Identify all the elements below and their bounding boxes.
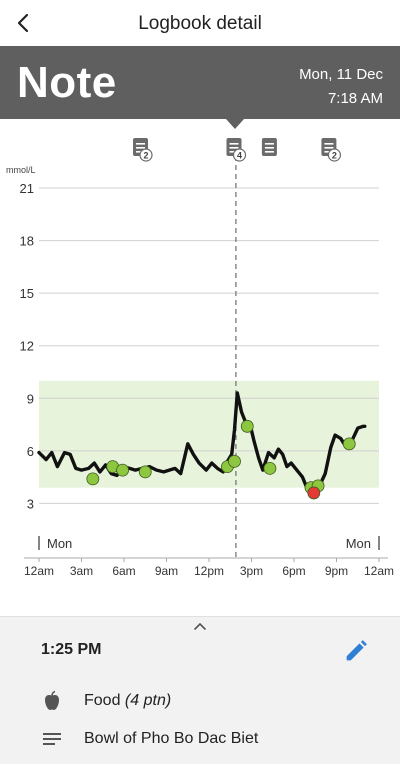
y-tick-label: 18	[20, 234, 34, 249]
note-icon-line	[264, 151, 274, 153]
back-button[interactable]	[8, 8, 38, 38]
y-tick-label: 3	[27, 496, 34, 511]
banner-pointer	[226, 119, 244, 129]
entry-time-header: 7:18 AM	[327, 90, 383, 107]
note-icon-line	[229, 143, 239, 145]
entry-time: 1:25 PM	[41, 641, 102, 658]
note-icon-line	[136, 147, 145, 149]
y-tick-label: 6	[27, 444, 34, 459]
entry-date: Mon, 11 Dec	[299, 66, 383, 83]
chevron-up-icon	[194, 622, 206, 630]
note-count-text: 2	[143, 151, 148, 161]
note-marker[interactable]: 2	[321, 138, 342, 162]
edit-button[interactable]	[342, 637, 370, 665]
chevron-left-icon	[17, 13, 29, 33]
y-axis-unit-label: mmol/L	[6, 165, 36, 175]
note-icon-line	[324, 147, 334, 149]
notes-lines-icon	[40, 727, 64, 751]
food-portion: (4 ptn)	[124, 692, 172, 709]
y-tick-label: 15	[20, 286, 34, 301]
x-tick-label: 6pm	[282, 564, 305, 578]
y-tick-label: 12	[20, 339, 34, 354]
x-tick-label: 3pm	[240, 564, 263, 578]
reading-point	[307, 486, 321, 500]
x-tick-label: 12pm	[194, 564, 224, 578]
collapse-toggle[interactable]	[190, 619, 210, 635]
note-marker[interactable]: 2	[133, 138, 153, 162]
note-icon-line	[324, 143, 334, 145]
note-count-text: 4	[237, 151, 242, 161]
note-count-badge	[232, 148, 247, 162]
reading-point	[263, 461, 277, 475]
target-range-band	[39, 380, 379, 488]
entry-type-label: Note	[17, 58, 117, 107]
note-marker[interactable]	[261, 138, 277, 156]
entry-banner: Note Mon, 11 Dec 7:18 AM	[0, 46, 400, 119]
note-marker-selected[interactable]: 4	[226, 138, 247, 162]
food-entry: Food (4 ptn)	[84, 692, 171, 710]
note-count-text: 2	[332, 151, 337, 161]
note-count-badge	[139, 148, 153, 162]
entry-detail-panel: 1:25 PM Food (4 ptn) Bowl of Pho Bo Dac …	[0, 616, 400, 764]
reading-point	[228, 454, 241, 468]
page-title: Logbook detail	[138, 13, 262, 34]
pencil-icon	[346, 640, 367, 661]
x-tick-label: 6am	[112, 564, 135, 578]
y-tick-label: 21	[20, 181, 34, 196]
reading-point	[342, 437, 356, 451]
x-tick-label: 9pm	[325, 564, 348, 578]
note-icon-line	[264, 147, 274, 149]
x-tick-label: 3am	[70, 564, 93, 578]
day-label-left: Mon	[47, 536, 72, 551]
note-icon-line	[229, 147, 239, 149]
x-tick-label: 12am	[24, 564, 54, 578]
note-icon-line	[136, 143, 145, 145]
day-label-right: Mon	[346, 536, 371, 551]
reading-point	[138, 465, 152, 479]
apple-icon	[40, 689, 64, 713]
note-text: Bowl of Pho Bo Dac Biet	[84, 730, 259, 747]
y-tick-label: 9	[27, 391, 34, 406]
food-label: Food	[84, 692, 121, 709]
reading-point	[240, 419, 254, 433]
reading-point	[86, 472, 100, 486]
note-icon-line	[264, 143, 274, 145]
x-tick-label: 9am	[155, 564, 178, 578]
x-tick-label: 12am	[364, 564, 394, 578]
top-bar: Logbook detail	[0, 0, 400, 46]
glucose-chart[interactable]: 3 6 9 12 15 18 21 mmol/L 12am 3am 6am 9am 12pm 3pm 6…	[0, 128, 400, 583]
reading-point	[116, 463, 129, 477]
note-count-badge	[327, 148, 342, 162]
